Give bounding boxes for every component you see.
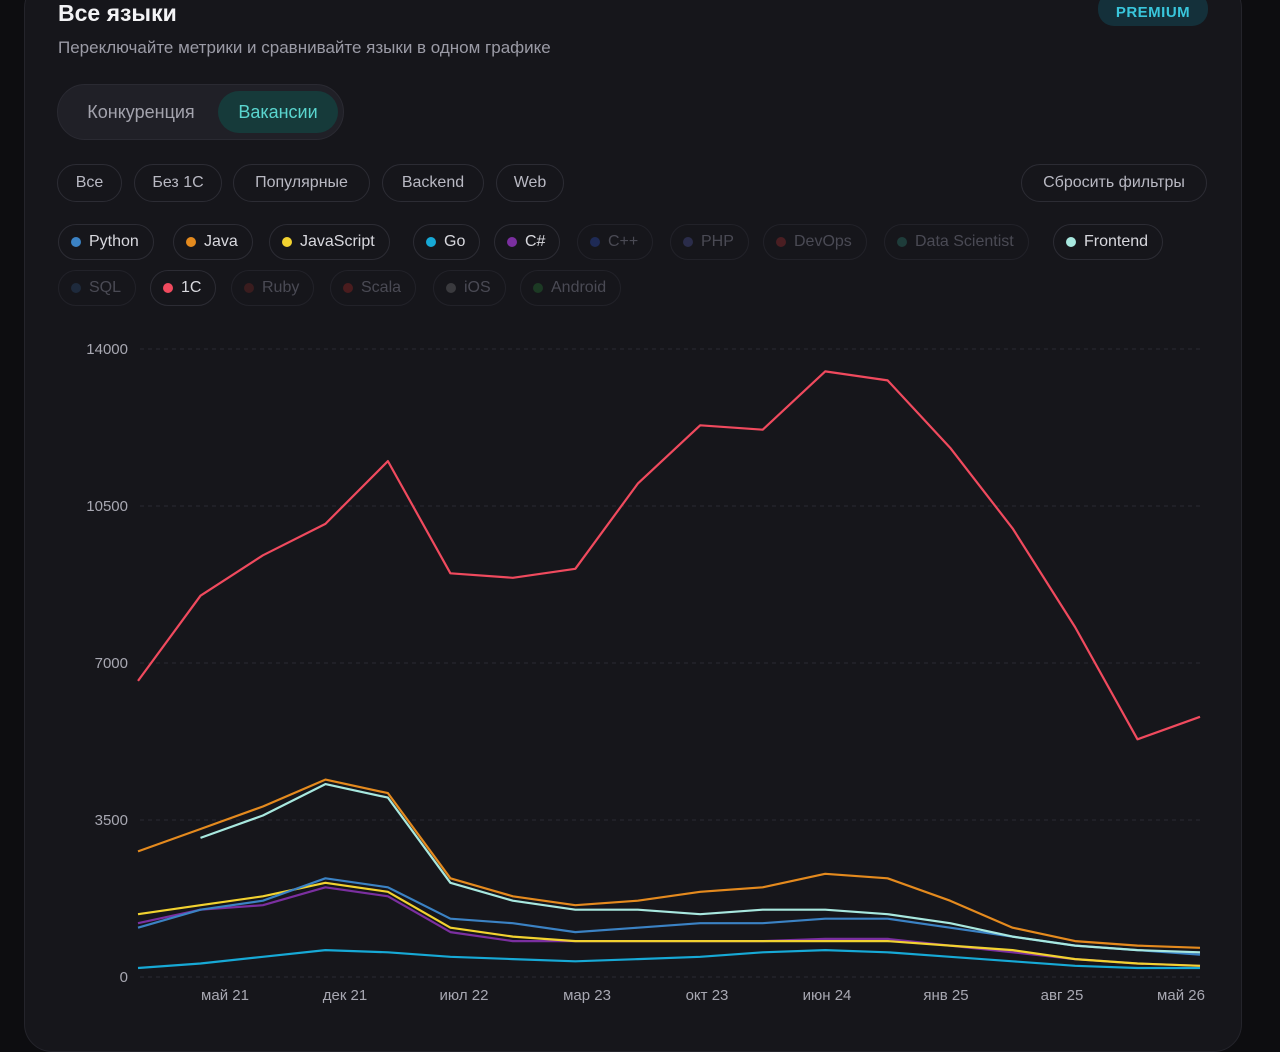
legend-dot-icon: [590, 237, 600, 247]
legend-dot-icon: [71, 237, 81, 247]
legend-dot-icon: [1066, 237, 1076, 247]
legend-dot-icon: [343, 283, 353, 293]
language-label: 1C: [181, 279, 202, 296]
language-toggle-python[interactable]: Python: [58, 224, 154, 260]
language-toggle-scala[interactable]: Scala: [330, 270, 417, 306]
legend-dot-icon: [683, 237, 693, 247]
language-label: C++: [608, 233, 639, 250]
language-toggle-devops[interactable]: DevOps: [763, 224, 867, 260]
language-label: Android: [551, 279, 607, 296]
y-tick-label: 14000: [86, 341, 128, 358]
language-toggle-c[interactable]: C++: [577, 224, 654, 260]
language-label: Java: [204, 233, 238, 250]
x-tick-label: июн 24: [803, 987, 852, 1004]
language-toggle-java[interactable]: Java: [173, 224, 253, 260]
x-tick-label: мар 23: [563, 987, 611, 1004]
x-tick-label: окт 23: [686, 987, 729, 1004]
y-tick-label: 7000: [95, 655, 128, 672]
premium-badge: PREMIUM: [1098, 0, 1208, 26]
language-label: Data Scientist: [915, 233, 1014, 250]
series-line-javascript: [137, 881, 1201, 967]
language-label: Frontend: [1084, 233, 1149, 250]
language-label: Ruby: [262, 279, 300, 296]
language-toggle-php[interactable]: PHP: [670, 224, 749, 260]
language-label: PHP: [701, 233, 734, 250]
x-tick-label: июл 22: [440, 987, 489, 1004]
legend-dot-icon: [446, 283, 456, 293]
language-toggle-c[interactable]: C#: [494, 224, 561, 260]
legend-dot-icon: [507, 237, 517, 247]
language-toggle-ios[interactable]: iOS: [433, 270, 506, 306]
x-tick-label: янв 25: [923, 987, 968, 1004]
legend-dot-icon: [244, 283, 254, 293]
metric-option-competition[interactable]: Конкуренция: [87, 101, 195, 122]
language-toggle-data-scientist[interactable]: Data Scientist: [884, 224, 1029, 260]
x-tick-label: май 26: [1157, 987, 1205, 1004]
language-toggle-ruby[interactable]: Ruby: [231, 270, 315, 306]
language-label: Go: [444, 233, 466, 250]
language-label: Python: [89, 233, 139, 250]
y-tick-label: 0: [120, 969, 128, 986]
language-label: C#: [525, 233, 546, 250]
x-tick-label: май 21: [201, 987, 249, 1004]
legend-dot-icon: [897, 237, 907, 247]
legend-dot-icon: [163, 283, 173, 293]
page-title: Все языки: [58, 0, 177, 26]
filter-backend[interactable]: Backend: [382, 164, 484, 202]
y-tick-label: 10500: [86, 498, 128, 515]
language-label: iOS: [464, 279, 491, 296]
x-tick-label: авг 25: [1041, 987, 1084, 1004]
reset-filters-button[interactable]: Сбросить фильтры: [1021, 164, 1207, 202]
filter-all[interactable]: Все: [57, 164, 122, 202]
language-label: DevOps: [794, 233, 852, 250]
series-line-1c: [137, 370, 1201, 741]
language-toggle-android[interactable]: Android: [520, 270, 622, 306]
legend-dot-icon: [533, 283, 543, 293]
y-tick-label: 3500: [95, 812, 128, 829]
page-subtitle: Переключайте метрики и сравнивайте языки…: [58, 38, 551, 57]
series-line-java: [137, 778, 1201, 949]
language-toggle-1c[interactable]: 1C: [150, 270, 217, 306]
language-toggle-javascript[interactable]: JavaScript: [269, 224, 390, 260]
language-toggle-go[interactable]: Go: [413, 224, 481, 260]
metric-option-vacancies[interactable]: Вакансии: [218, 91, 338, 133]
language-label: Scala: [361, 279, 402, 296]
filter-no-1c[interactable]: Без 1С: [134, 164, 222, 202]
language-label: SQL: [89, 279, 122, 296]
x-tick-label: дек 21: [323, 987, 368, 1004]
legend-dot-icon: [186, 237, 196, 247]
legend-dot-icon: [426, 237, 436, 247]
metric-toggle: Конкуренция Вакансии: [57, 84, 344, 140]
series-line-frontend: [200, 783, 1201, 954]
filter-popular[interactable]: Популярные: [233, 164, 370, 202]
language-toggle-frontend[interactable]: Frontend: [1053, 224, 1164, 260]
series-line-go: [137, 949, 1200, 970]
language-label: JavaScript: [300, 233, 375, 250]
legend-dot-icon: [776, 237, 786, 247]
legend-dot-icon: [71, 283, 81, 293]
language-toggle-sql[interactable]: SQL: [58, 270, 137, 306]
legend-dot-icon: [282, 237, 292, 247]
filter-web[interactable]: Web: [496, 164, 564, 202]
